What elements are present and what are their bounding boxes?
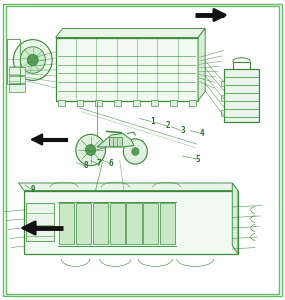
Circle shape xyxy=(20,47,45,73)
Bar xyxy=(160,203,175,244)
Polygon shape xyxy=(97,134,134,147)
Bar xyxy=(127,203,142,244)
Bar xyxy=(26,203,54,241)
Polygon shape xyxy=(56,38,198,100)
Bar xyxy=(221,95,224,101)
Text: 1: 1 xyxy=(150,117,155,126)
Bar xyxy=(133,100,140,106)
Circle shape xyxy=(123,139,147,164)
Circle shape xyxy=(27,54,38,66)
Bar xyxy=(93,203,108,244)
Bar xyxy=(221,81,224,86)
Text: 3: 3 xyxy=(180,126,185,135)
Circle shape xyxy=(86,145,96,155)
Text: 6: 6 xyxy=(109,159,113,168)
Bar xyxy=(110,203,125,244)
Bar xyxy=(77,100,84,106)
Bar xyxy=(224,69,259,122)
Text: 2: 2 xyxy=(166,122,170,130)
Bar xyxy=(76,203,91,244)
Bar xyxy=(170,100,177,106)
Polygon shape xyxy=(232,183,238,254)
Polygon shape xyxy=(198,28,205,100)
Circle shape xyxy=(13,40,52,80)
Bar xyxy=(9,84,25,92)
Bar xyxy=(95,100,102,106)
Polygon shape xyxy=(24,190,238,254)
Polygon shape xyxy=(56,28,205,38)
Bar xyxy=(9,76,25,83)
Text: 5: 5 xyxy=(196,154,200,164)
Bar xyxy=(189,100,196,106)
Polygon shape xyxy=(19,183,238,190)
Text: 8: 8 xyxy=(83,161,88,170)
Bar xyxy=(221,110,224,116)
Bar xyxy=(9,68,25,75)
Text: 7: 7 xyxy=(96,159,101,168)
Bar xyxy=(59,203,74,244)
Bar xyxy=(58,100,65,106)
Bar xyxy=(152,100,158,106)
Bar xyxy=(114,100,121,106)
Bar xyxy=(143,203,158,244)
Circle shape xyxy=(76,134,105,166)
Text: 4: 4 xyxy=(200,129,205,138)
Circle shape xyxy=(132,148,139,155)
Bar xyxy=(109,137,122,146)
Text: 9: 9 xyxy=(30,184,35,194)
